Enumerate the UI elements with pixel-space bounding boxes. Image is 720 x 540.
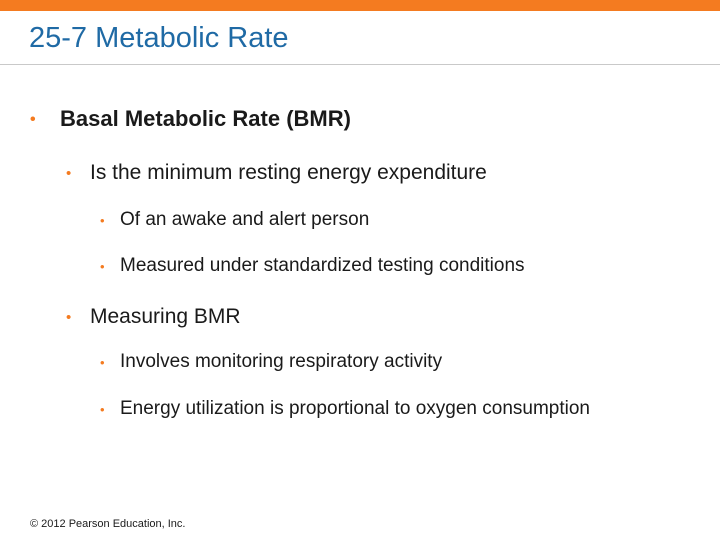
bullet-item-level3: • Involves monitoring respiratory activi… (100, 350, 700, 374)
bullet-text: Basal Metabolic Rate (BMR) (60, 106, 351, 131)
bullet-item-level3: • Measured under standardized testing co… (100, 254, 700, 278)
bullet-text: Energy utilization is proportional to ox… (120, 398, 590, 419)
title-divider (0, 64, 720, 65)
slide-title: 25-7 Metabolic Rate (29, 22, 289, 54)
bullet-text: Is the minimum resting energy expenditur… (90, 161, 487, 184)
bullet-icon: • (30, 111, 36, 128)
copyright-footer: © 2012 Pearson Education, Inc. (30, 518, 186, 530)
bullet-icon: • (100, 259, 105, 274)
bullet-icon: • (100, 213, 105, 228)
bullet-icon: • (100, 355, 105, 370)
bullet-item-level1: • Basal Metabolic Rate (BMR) (30, 106, 630, 132)
accent-top-bar (0, 0, 720, 11)
bullet-item-level3: • Energy utilization is proportional to … (100, 397, 710, 421)
bullet-text: Of an awake and alert person (120, 209, 370, 230)
bullet-item-level2: • Is the minimum resting energy expendit… (66, 160, 666, 186)
bullet-icon: • (66, 165, 72, 182)
bullet-icon: • (66, 309, 72, 326)
bullet-item-level2: • Measuring BMR (66, 304, 666, 330)
bullet-text: Involves monitoring respiratory activity (120, 351, 443, 372)
bullet-icon: • (100, 402, 105, 417)
bullet-item-level3: • Of an awake and alert person (100, 208, 700, 232)
bullet-text: Measuring BMR (90, 305, 241, 328)
bullet-text: Measured under standardized testing cond… (120, 255, 525, 276)
